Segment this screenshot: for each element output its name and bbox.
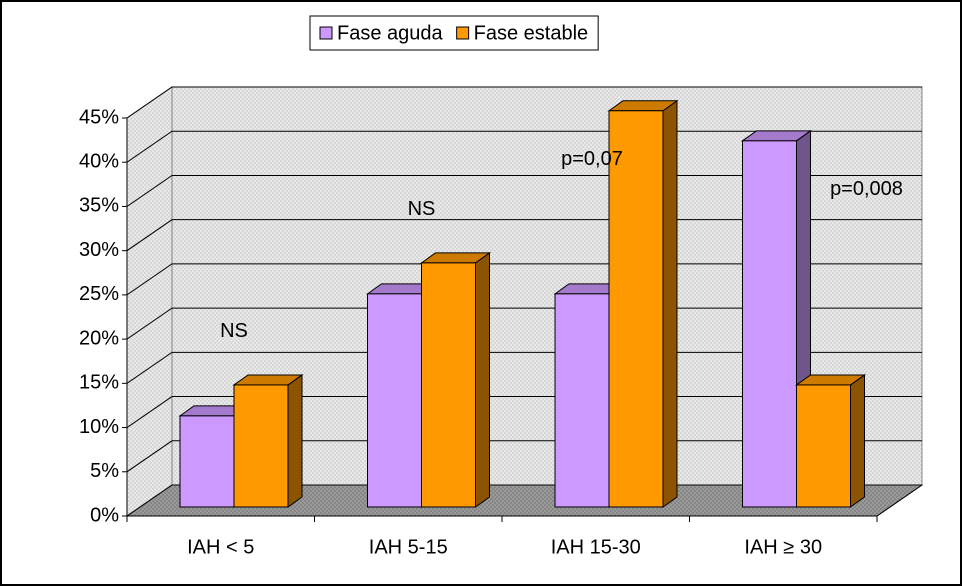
y-tick-label: 30% (79, 239, 119, 261)
bar-side (850, 373, 865, 508)
legend-swatch (456, 26, 470, 40)
legend-swatch (319, 26, 333, 40)
bar-side (475, 251, 490, 508)
y-tick-label: 20% (79, 327, 119, 349)
side-wall (126, 86, 173, 517)
annotation: p=0,008 (830, 178, 903, 200)
legend (309, 15, 599, 51)
bar (796, 384, 851, 508)
x-tick-label: IAH < 5 (187, 536, 254, 558)
y-tick-label: 45% (79, 106, 119, 128)
y-tick-label: 5% (90, 460, 119, 482)
bar (554, 293, 610, 508)
legend-label: Fase aguda (337, 22, 444, 44)
annotation: p=0,07 (561, 148, 623, 170)
y-tick-label: 0% (90, 504, 119, 526)
x-axis-depth (876, 484, 923, 517)
bar (421, 262, 476, 508)
y-tick-label: 25% (79, 283, 119, 305)
x-tick-label: IAH 15-30 (551, 536, 641, 558)
y-tick-label: 35% (79, 195, 119, 217)
bar (367, 293, 422, 508)
y-tick-label: 40% (79, 151, 119, 173)
bar-side (287, 373, 303, 508)
bar (179, 415, 235, 508)
y-tick-label: 10% (79, 416, 119, 438)
x-tick-label: IAH 5-15 (369, 536, 448, 558)
y-tick-label: 15% (79, 372, 119, 394)
x-tick-label: IAH ≥ 30 (744, 536, 822, 558)
bar-side (662, 99, 678, 508)
annotation: NS (220, 320, 248, 342)
legend-label: Fase estable (474, 22, 589, 44)
bar (742, 140, 797, 508)
grid-line (126, 86, 922, 119)
bar (608, 110, 664, 508)
bar (233, 384, 289, 508)
annotation: NS (408, 198, 436, 220)
